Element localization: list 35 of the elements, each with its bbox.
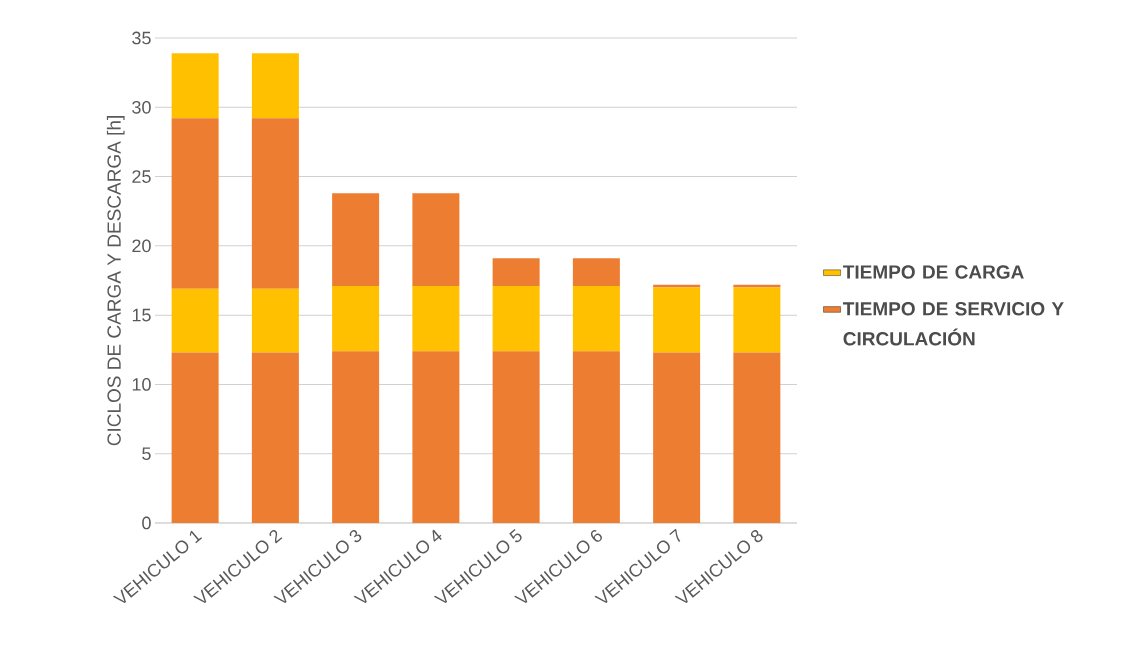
bar — [412, 286, 460, 352]
y-tick-label: 10 — [132, 378, 151, 391]
bar — [251, 53, 299, 119]
bar — [332, 193, 380, 287]
bar — [251, 352, 299, 523]
bar — [492, 286, 540, 352]
bar — [171, 288, 219, 353]
bar — [251, 288, 299, 353]
bar — [492, 351, 540, 523]
bar — [572, 351, 620, 523]
bar — [251, 118, 299, 289]
bar — [412, 351, 460, 523]
bar — [171, 118, 219, 289]
y-axis-title: CICLOS DE CARGA Y DESCARGA [h] — [106, 116, 125, 446]
bar — [733, 352, 781, 523]
legend-label: TIEMPO DE CARGA — [843, 265, 1024, 279]
bar — [171, 53, 219, 119]
y-tick-label: 20 — [132, 239, 151, 253]
y-tick-label: 35 — [132, 31, 151, 45]
legend-label: TIEMPO DE SERVICIO Y CIRCULACIÓN — [843, 302, 1064, 346]
bar — [332, 286, 380, 352]
bar — [492, 258, 540, 287]
bar — [572, 286, 620, 352]
bar — [412, 193, 460, 287]
bar — [572, 258, 620, 287]
y-tick-label: 5 — [142, 447, 151, 460]
bar — [332, 351, 380, 523]
y-tick-label: 0 — [142, 516, 151, 530]
bar — [653, 352, 701, 523]
bar — [733, 287, 781, 353]
bar — [171, 352, 219, 523]
y-tick-label: 15 — [132, 308, 151, 322]
y-tick-label: 30 — [132, 100, 151, 114]
y-tick-label: 25 — [132, 170, 151, 183]
bar — [653, 287, 701, 353]
